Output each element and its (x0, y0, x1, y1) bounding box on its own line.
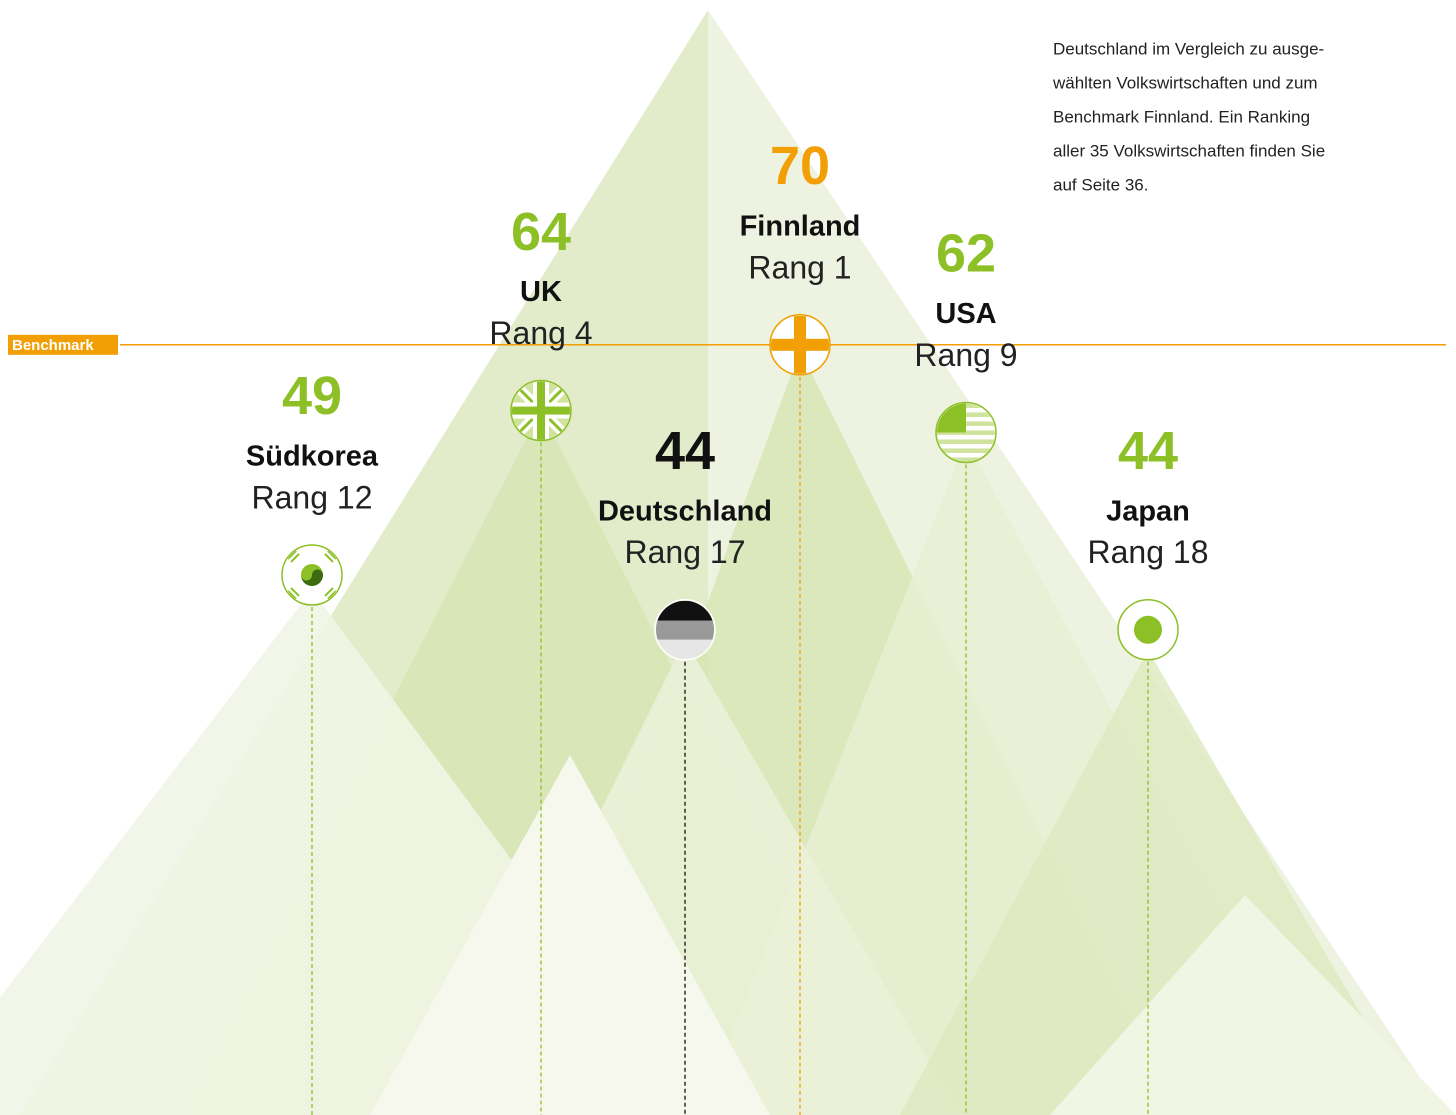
flag-part (937, 430, 995, 435)
flag-ring (281, 544, 343, 606)
country: 62 USA Rang 9 (914, 224, 1018, 1115)
country-name: USA (935, 298, 996, 330)
flag-ring (769, 314, 831, 376)
country: 64 UK Rang 4 (489, 202, 593, 1115)
country: 70 Finnland Rang 1 (740, 136, 861, 1115)
flag-part (1134, 615, 1162, 644)
rank-label: Rang 12 (252, 479, 373, 515)
flag (1119, 600, 1177, 659)
value-label: 70 (770, 136, 830, 196)
flag-ring (510, 379, 572, 442)
note-line: auf Seite 36. (1053, 175, 1148, 194)
value-label: 49 (282, 366, 342, 426)
value-label: 44 (1118, 421, 1178, 481)
flag-part (656, 639, 714, 659)
rank-label: Rang 18 (1088, 534, 1209, 570)
country-name: Japan (1106, 495, 1190, 527)
flag-part (656, 620, 714, 640)
country: 44 Japan Rang 18 (1088, 421, 1209, 1115)
flag-part (287, 550, 297, 560)
flag (937, 403, 995, 462)
rank-label: Rang 17 (625, 534, 746, 570)
flag-part (937, 439, 995, 444)
rank-label: Rang 1 (748, 249, 851, 285)
flag-part (324, 553, 334, 563)
flag-ring (654, 599, 716, 661)
flag-part (327, 590, 337, 600)
value-label: 64 (511, 202, 571, 262)
country-name: Südkorea (246, 441, 379, 473)
note-line: Benchmark Finnland. Ein Ranking (1053, 107, 1310, 126)
rank-label: Rang 4 (489, 315, 592, 351)
flag-part (937, 457, 995, 462)
flag (283, 545, 341, 604)
country-name: UK (520, 276, 562, 308)
flag (656, 600, 714, 659)
flag (512, 381, 570, 440)
flag-ring (935, 401, 997, 464)
mountain (370, 755, 770, 1115)
rank-label: Rang 9 (914, 337, 1017, 373)
flag-part (290, 587, 300, 597)
country: 44 Deutschland Rang 17 (598, 421, 772, 1115)
country: 49 Südkorea Rang 12 (246, 366, 379, 1115)
flag-part (937, 448, 995, 453)
note-line: Deutschland im Vergleich zu ausge- (1053, 39, 1324, 58)
flag (771, 315, 829, 374)
flag-ring (1117, 599, 1179, 661)
value-label: 44 (655, 421, 715, 481)
benchmark-tag (8, 334, 118, 355)
country-name: Deutschland (598, 495, 772, 527)
flag-part (327, 550, 337, 560)
flag-part (324, 587, 334, 597)
note-line: wählten Volkswirtschaften und zum (1052, 73, 1318, 92)
flag-part (794, 315, 806, 374)
flag-part (537, 381, 545, 440)
country-name: Finnland (740, 210, 861, 242)
benchmark-label: Benchmark (12, 337, 94, 354)
flag-part (656, 600, 714, 621)
note-line: aller 35 Volkswirtschaften finden Sie (1053, 141, 1325, 160)
mountains (0, 10, 1456, 1115)
flag-part (301, 569, 324, 586)
flag-part (290, 553, 300, 563)
flag-part (287, 590, 297, 600)
value-label: 62 (936, 224, 996, 284)
mountain (1050, 895, 1456, 1115)
